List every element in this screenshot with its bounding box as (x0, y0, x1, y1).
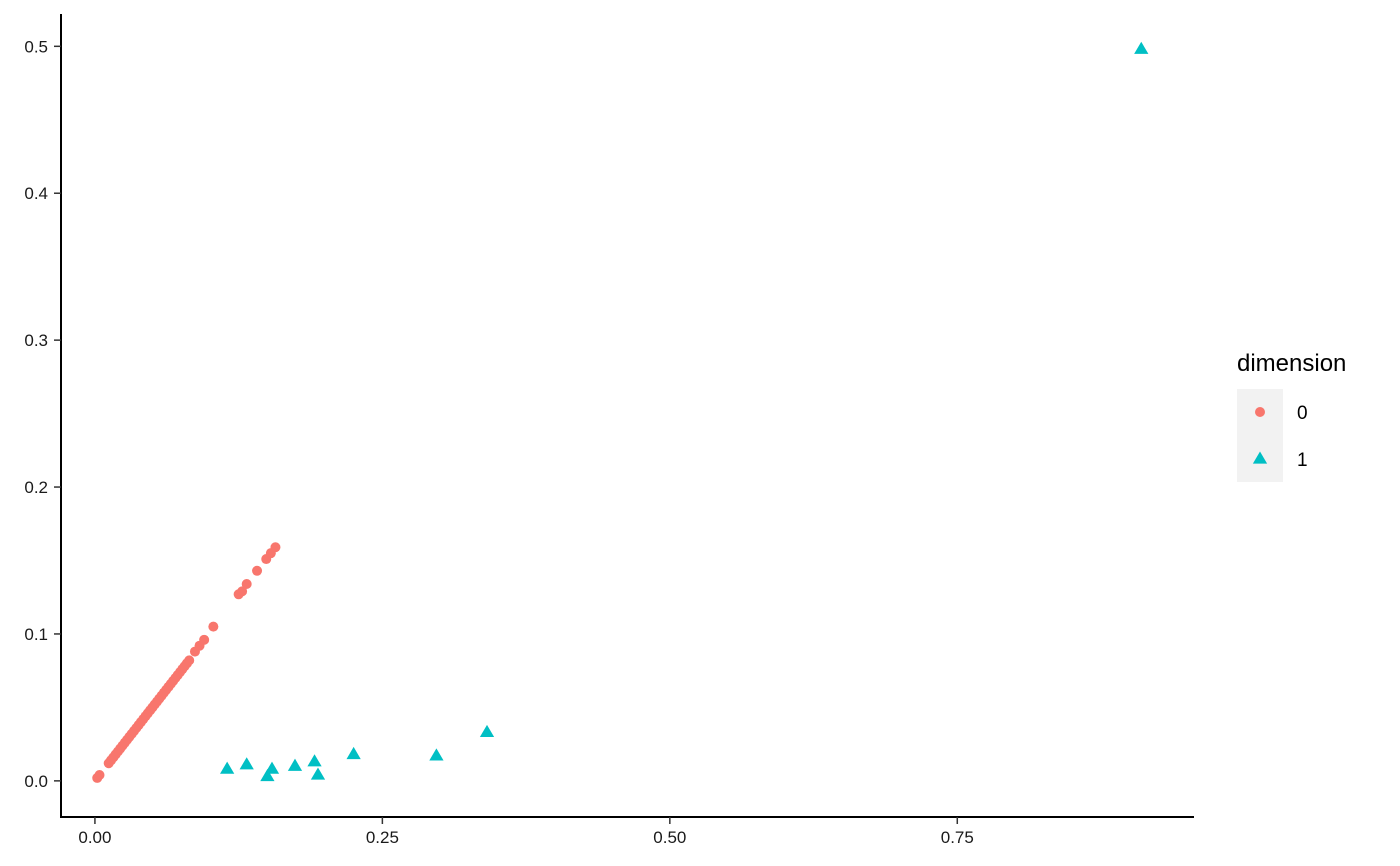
point-dimension-1 (1134, 41, 1149, 54)
legend-label-1: 1 (1297, 450, 1308, 471)
point-dimension-1 (260, 768, 275, 782)
x-tick-label: 0.25 (366, 828, 399, 847)
y-ticks: 0.0 0.1 0.2 0.3 0.4 0.5 (24, 37, 61, 791)
point-dimension-1 (287, 758, 303, 771)
legend-label-0: 0 (1297, 403, 1308, 424)
legend-key-0 (1255, 407, 1265, 417)
point-dimension-1 (239, 757, 254, 770)
legend-key-1 (1252, 451, 1268, 464)
point-dimension-1 (264, 761, 280, 774)
x-tick-label: 0.75 (941, 828, 974, 847)
series-1 (220, 41, 1149, 782)
axes: 0.00 0.25 0.50 0.75 0.0 0.1 0.2 0.3 0.4 0.5 (24, 14, 1194, 847)
legend-key-background (1237, 389, 1283, 482)
x-tick-label: 0.00 (78, 828, 111, 847)
y-tick-label: 0.3 (24, 331, 48, 350)
point-dimension-0 (199, 634, 210, 645)
point-dimension-1 (479, 724, 495, 738)
point-dimension-1 (346, 746, 361, 760)
legend-title: dimension (1237, 350, 1346, 377)
point-dimension-1 (310, 767, 326, 780)
series-0 (92, 542, 281, 783)
y-tick-label: 0.2 (24, 478, 48, 497)
point-dimension-0 (94, 769, 105, 780)
point-dimension-0 (241, 579, 252, 590)
y-tick-label: 0.5 (24, 37, 48, 56)
legend-keys (1252, 407, 1268, 464)
point-dimension-1 (220, 761, 235, 774)
point-dimension-0 (208, 621, 219, 632)
point-dimension-0 (270, 542, 281, 553)
point-dimension-0 (184, 655, 195, 666)
y-tick-label: 0.0 (24, 772, 48, 791)
point-dimension-0 (237, 586, 248, 597)
x-tick-label: 0.50 (653, 828, 686, 847)
point-dimension-1 (429, 748, 444, 761)
legend: dimension 0 1 (1237, 350, 1346, 482)
y-tick-label: 0.1 (24, 625, 48, 644)
x-ticks: 0.00 0.25 0.50 0.75 (78, 817, 974, 847)
point-dimension-1 (307, 754, 322, 767)
y-tick-label: 0.4 (24, 184, 48, 203)
data-points (92, 41, 1149, 783)
point-dimension-0 (252, 565, 263, 576)
